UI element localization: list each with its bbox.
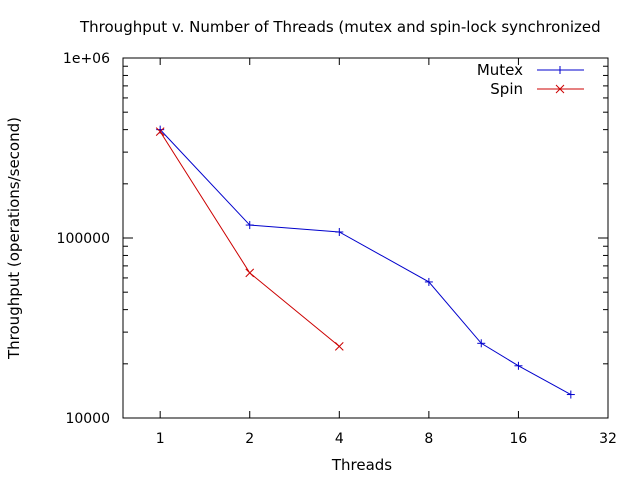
point-marker-d2 <box>334 342 344 351</box>
legend-marker-spin <box>555 84 565 94</box>
x-tick-label: 4 <box>335 431 344 447</box>
y-axis-label: Throughput (operations/second) <box>5 117 23 360</box>
series-line-spin <box>159 131 340 347</box>
data-point-spin <box>155 127 165 136</box>
legend-marker-mutex <box>556 66 564 74</box>
y-tick-label: 100000 <box>57 231 110 247</box>
data-point-spin <box>334 342 344 351</box>
x-axis-label: Threads <box>331 456 392 474</box>
point-marker-d2 <box>155 127 165 136</box>
legend-label-spin: Spin <box>490 80 523 98</box>
legend-label-mutex: Mutex <box>477 61 523 79</box>
legend-marker-d2 <box>555 84 565 94</box>
x-tick-label: 2 <box>245 431 254 447</box>
plot-frame <box>122 57 609 419</box>
data-point-mutex <box>477 339 486 348</box>
x-tick-label: 1 <box>156 431 165 447</box>
y-tick-label: 1e+06 <box>63 51 110 67</box>
data-point-mutex <box>245 221 254 230</box>
x-tick-label: 32 <box>599 431 617 447</box>
chart-title: Throughput v. Number of Threads (mutex a… <box>79 18 601 36</box>
series-layer <box>155 125 575 399</box>
y-tick-label: 10000 <box>65 411 110 427</box>
axis-ticks: 1 2 4 8 16 32 10000 100000 1e+06 <box>57 51 617 447</box>
data-point-mutex <box>514 361 523 370</box>
series-line-mutex <box>159 129 572 395</box>
data-point-spin <box>245 268 255 278</box>
x-tick-label: 16 <box>510 431 528 447</box>
point-marker-d2 <box>245 268 255 278</box>
data-point-mutex <box>335 227 344 236</box>
data-point-mutex <box>424 277 433 286</box>
data-point-mutex <box>566 390 575 399</box>
x-tick-label: 8 <box>424 431 433 447</box>
